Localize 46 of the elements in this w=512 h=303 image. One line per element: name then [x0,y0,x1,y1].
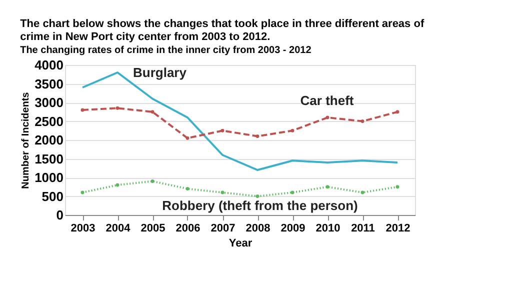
point [150,180,154,183]
y-axis-title: Number of Incidents [20,92,32,189]
point [326,116,330,120]
x-tick-label: 2003 [70,222,96,234]
chart-title: The chart below shows the changes that took place in three different areas of crime in New Port city center from 2003 to 2012. [20,18,424,43]
series-label: Car theft [300,93,354,108]
point [116,106,120,110]
point [396,185,400,189]
x-tick-label: 2011 [351,222,375,234]
y-tick-label: 1000 [34,170,64,185]
point [256,194,260,198]
point [186,187,190,190]
point [116,183,120,187]
x-tick-label: 2008 [246,222,270,234]
y-tick-label: 1500 [34,151,64,166]
point [80,108,84,112]
point [220,190,224,194]
x-tick-label: 2012 [386,222,410,234]
point [396,110,400,114]
y-tick-label: 500 [42,188,64,204]
point [290,128,294,132]
x-axis-title: Year [228,238,253,250]
point [150,110,154,114]
point [80,190,84,194]
point [186,136,190,140]
x-tick-label: 2010 [316,222,340,234]
point [360,120,364,123]
y-tick-label: 3500 [34,76,64,92]
x-tick-label: 2009 [280,222,306,234]
x-tick-label: 2005 [140,222,166,234]
y-tick-label: 0 [56,208,64,222]
series-label: Robbery (theft from the person) [162,198,358,213]
y-tick-label: 4000 [34,58,64,72]
point [256,134,260,138]
point [326,185,330,189]
point [290,190,294,194]
x-tick-label: 2004 [106,222,132,234]
y-tick-label: 2500 [34,114,64,129]
series-label: Burglary [133,65,188,80]
chart-subtitle: The changing rates of crime in the inner city from 2003 - 2012 [20,45,312,56]
x-tick-label: 2007 [210,222,236,234]
x-tick-label: 2006 [176,222,200,234]
point [220,128,224,132]
y-tick-label: 3000 [34,95,64,110]
point [360,190,364,194]
y-tick-label: 2000 [34,132,64,148]
